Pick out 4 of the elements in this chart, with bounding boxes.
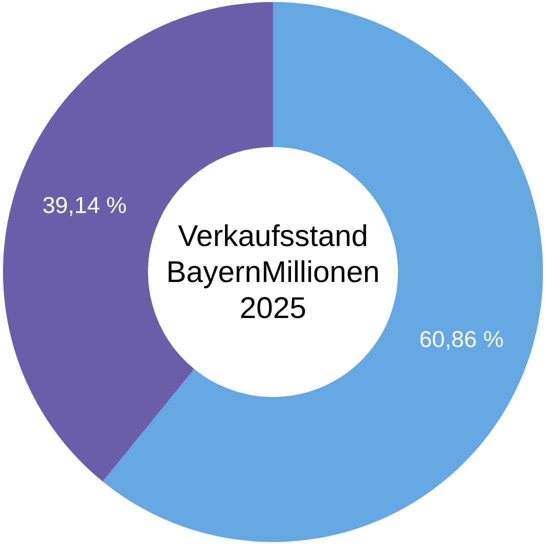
donut-slice: [102, 2, 543, 542]
data-label: 60,86 %: [419, 326, 504, 352]
data-label: 39,14 %: [42, 192, 127, 218]
text: Verkaufsstand BayernMillionen 2025: [166, 220, 380, 325]
